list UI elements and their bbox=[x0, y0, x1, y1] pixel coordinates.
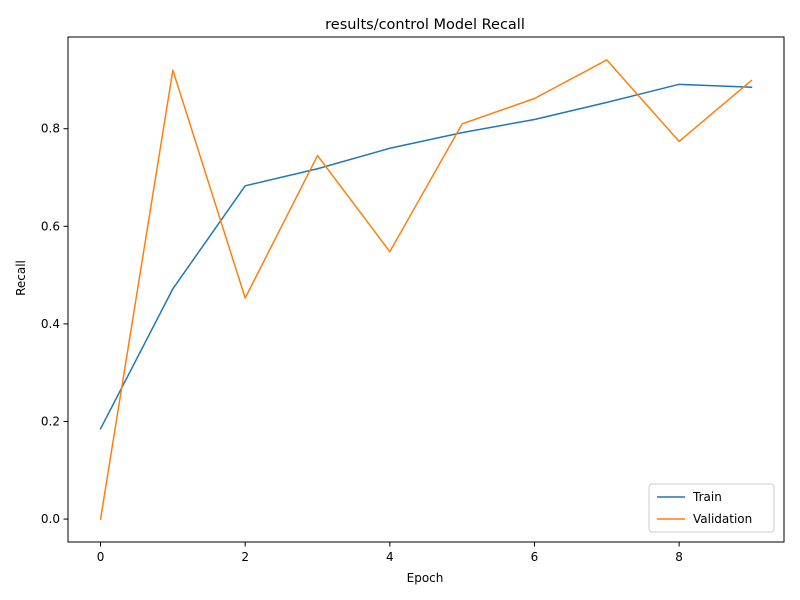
y-tick-label: 0.6 bbox=[41, 219, 60, 233]
x-axis-ticks: 0 2 4 6 8 bbox=[97, 542, 683, 564]
legend: Train Validation bbox=[648, 483, 775, 533]
chart-title: results/control Model Recall bbox=[325, 17, 525, 33]
y-tick-label: 0.2 bbox=[41, 414, 60, 428]
legend-box bbox=[648, 483, 775, 533]
legend-label: Validation bbox=[693, 512, 752, 526]
x-tick-label: 8 bbox=[675, 550, 683, 564]
plot-area bbox=[67, 36, 785, 543]
x-tick-label: 2 bbox=[241, 550, 249, 564]
y-tick-label: 0.0 bbox=[41, 512, 60, 526]
series-line-train bbox=[99, 83, 753, 430]
y-tick-label: 0.4 bbox=[41, 317, 60, 331]
y-tick-label: 0.8 bbox=[41, 122, 60, 136]
x-tick-label: 4 bbox=[386, 550, 394, 564]
x-tick-label: 0 bbox=[97, 550, 105, 564]
plot-frame bbox=[67, 36, 785, 543]
x-axis-label: Epoch bbox=[407, 571, 444, 585]
x-tick-label: 6 bbox=[531, 550, 539, 564]
legend-label: Train bbox=[692, 490, 722, 504]
y-axis-label: Recall bbox=[14, 260, 28, 296]
y-axis-ticks: 0.0 0.2 0.4 0.6 0.8 bbox=[41, 122, 68, 526]
series-line-validation bbox=[99, 59, 753, 520]
series-lines bbox=[99, 59, 753, 520]
